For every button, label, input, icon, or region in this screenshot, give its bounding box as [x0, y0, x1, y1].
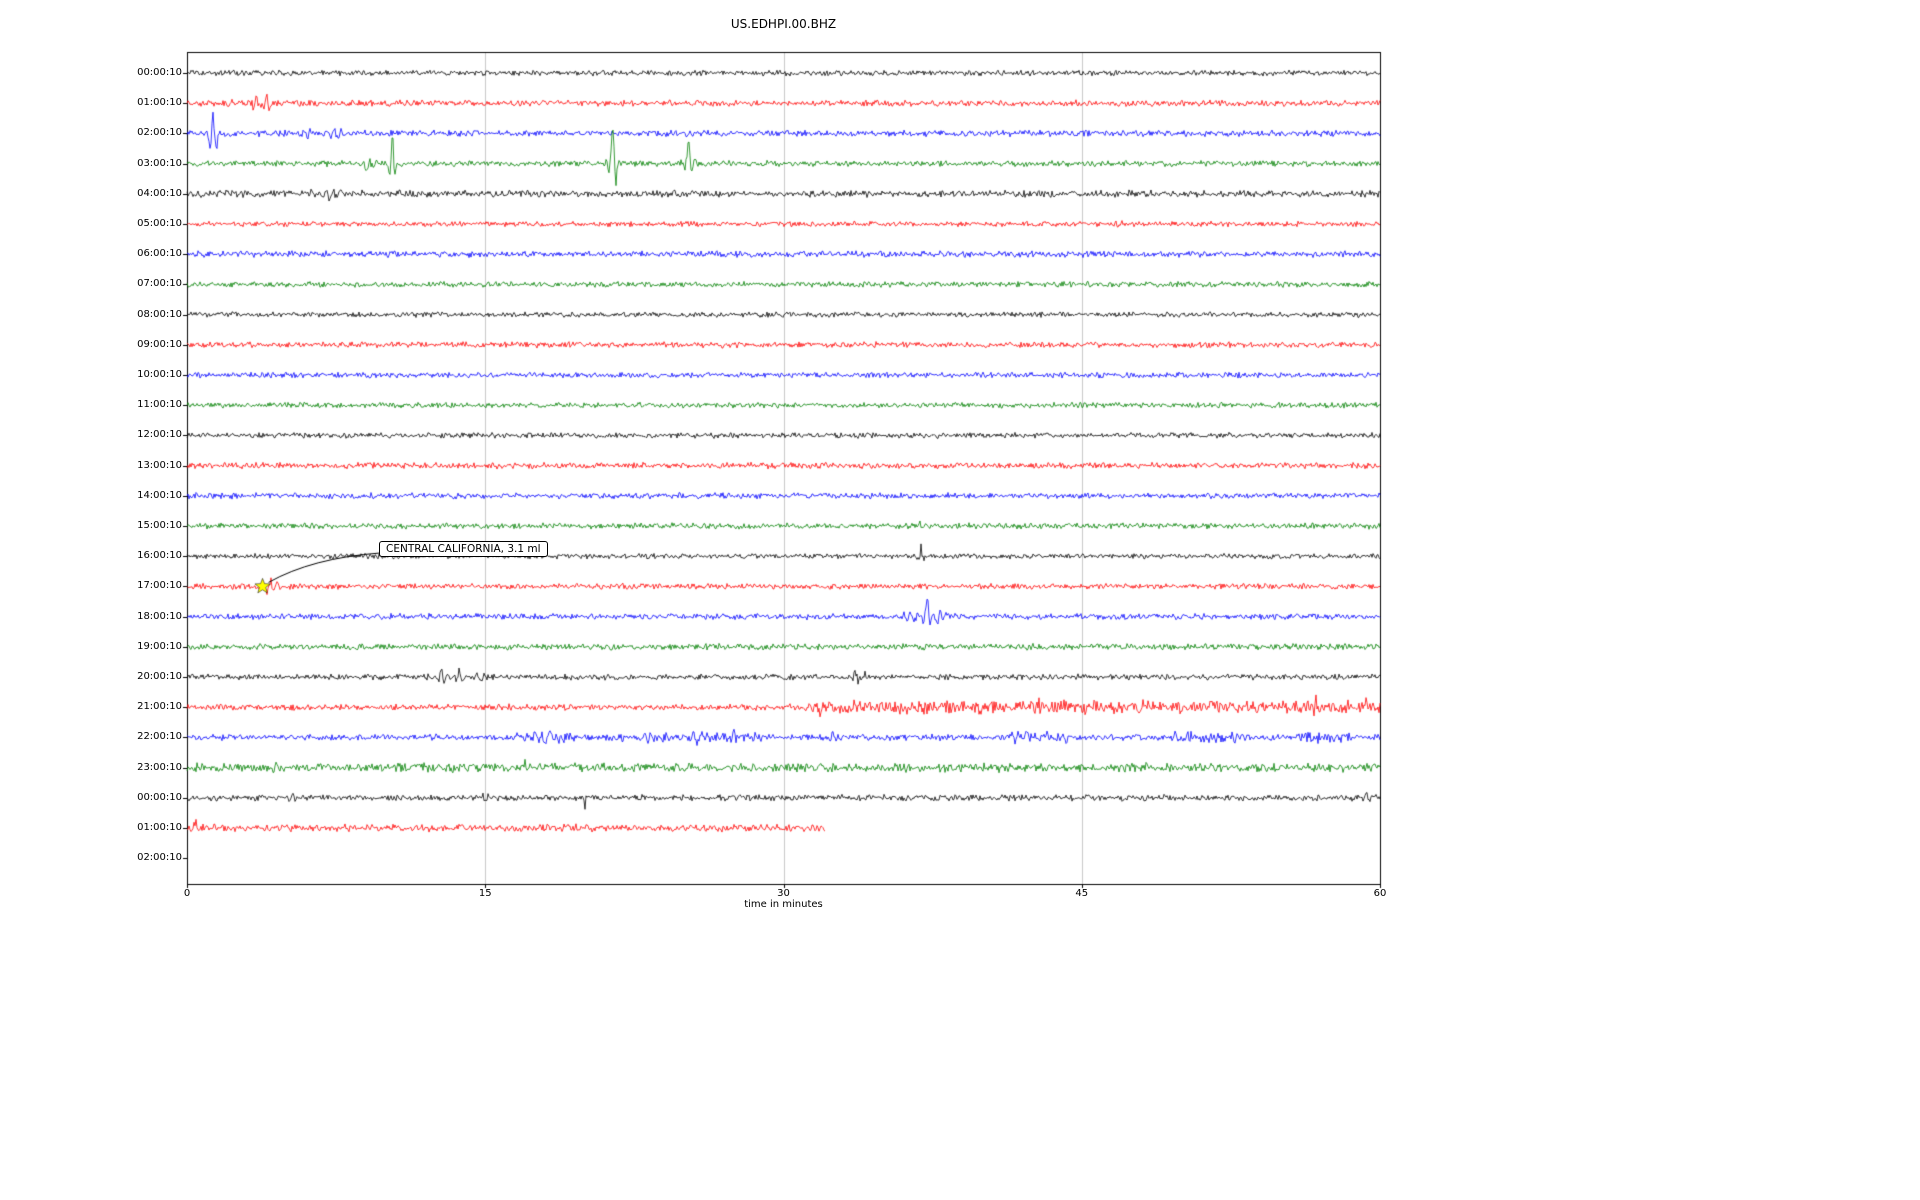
row-label: 01:00:10 — [137, 822, 182, 833]
event-annotation: CENTRAL CALIFORNIA, 3.1 ml — [379, 541, 548, 557]
row-label: 18:00:10 — [137, 610, 182, 622]
row-label: 22:00:10 — [137, 731, 182, 743]
x-axis-label: time in minutes — [744, 899, 823, 910]
row-label: 08:00:10 — [137, 308, 182, 320]
event-annotation-text: CENTRAL CALIFORNIA, 3.1 ml — [386, 543, 541, 555]
row-label: 12:00:10 — [137, 429, 182, 441]
x-tick-label: 45 — [1075, 888, 1089, 899]
row-label: 20:00:10 — [137, 671, 182, 682]
row-label: 02:00:10 — [137, 852, 182, 864]
row-label: 23:00:10 — [137, 761, 182, 773]
row-label: 21:00:10 — [137, 701, 182, 713]
row-label: 06:00:10 — [137, 248, 182, 260]
x-tick-label: 0 — [183, 888, 191, 899]
x-tick-label: 15 — [478, 888, 492, 899]
chart-title: US.EDHPI.00.BHZ — [730, 17, 837, 31]
row-label: 02:00:10 — [137, 127, 182, 139]
row-label: 00:00:10 — [137, 67, 182, 78]
row-label: 14:00:10 — [137, 489, 182, 501]
row-label: 19:00:10 — [137, 640, 182, 652]
row-label: 01:00:10 — [137, 97, 182, 109]
row-label: 05:00:10 — [137, 218, 182, 229]
row-label: 17:00:10 — [137, 580, 182, 592]
row-label: 10:00:10 — [137, 369, 182, 380]
row-label: 16:00:10 — [137, 550, 182, 562]
x-tick-label: 30 — [777, 888, 790, 899]
row-label: 04:00:10 — [137, 187, 182, 199]
row-label: 09:00:10 — [137, 338, 182, 350]
row-label: 13:00:10 — [137, 459, 182, 471]
row-label: 07:00:10 — [137, 278, 182, 290]
row-label: 03:00:10 — [137, 157, 182, 169]
x-tick-label: 60 — [1373, 888, 1387, 899]
row-label: 15:00:10 — [137, 520, 182, 531]
row-label: 00:00:10 — [137, 791, 182, 803]
row-label: 11:00:10 — [137, 399, 182, 411]
